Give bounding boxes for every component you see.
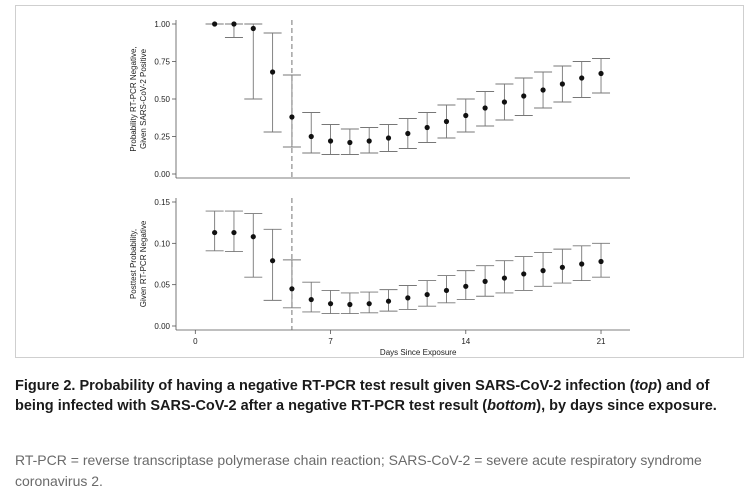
bottom-y-tick-label: 0.05: [154, 281, 170, 290]
top-data-point: [308, 133, 314, 140]
caption-part-1: Figure 2. Probability of having a negati…: [15, 378, 635, 394]
bottom-data-point: [598, 258, 604, 265]
bottom-data-point: [212, 229, 218, 236]
caption-emphasis-top: top: [634, 378, 658, 394]
bottom-x-tick-label: 14: [461, 337, 470, 346]
top-y-axis-title-line1: Probability RT-PCR Negative,: [129, 46, 138, 151]
bottom-data-point: [231, 229, 237, 236]
bottom-data-point: [327, 301, 334, 307]
top-data-point: [385, 135, 392, 141]
bottom-data-point: [405, 295, 411, 301]
bottom-data-point: [443, 287, 450, 294]
figure-caption: Figure 2. Probability of having a negati…: [15, 376, 737, 416]
bottom-data-point: [347, 301, 353, 308]
bottom-data-point: [366, 301, 372, 307]
top-data-point: [269, 69, 276, 75]
top-data-point: [540, 87, 546, 93]
top-y-tick-label: 0.25: [154, 133, 170, 142]
top-data-point: [463, 112, 469, 119]
bottom-data-point: [579, 261, 585, 267]
top-data-point: [424, 124, 430, 131]
top-data-point: [366, 138, 372, 144]
bottom-data-point: [521, 271, 527, 277]
bottom-y-tick-label: 0.15: [154, 198, 170, 207]
bottom-data-point: [424, 291, 430, 298]
top-data-point: [231, 21, 237, 27]
bottom-x-tick-label: 7: [328, 337, 333, 346]
caption-part-2: ) and of being infected with SARS-CoV-2 …: [15, 378, 710, 414]
bottom-y-tick-label: 0.10: [154, 239, 170, 248]
bottom-data-point: [559, 264, 565, 270]
top-data-point: [598, 70, 604, 77]
figure-footnote: RT-PCR = reverse transcriptase polymeras…: [15, 452, 702, 489]
figure-frame: [15, 5, 744, 358]
bottom-data-point: [385, 298, 392, 304]
bottom-y-axis-title-line2: Given RT-PCR Negative: [139, 220, 148, 307]
x-axis-title: Days Since Exposure: [380, 348, 457, 357]
bottom-x-tick-label: 21: [597, 337, 606, 346]
top-data-point: [443, 118, 450, 125]
top-data-point: [501, 99, 508, 105]
top-y-axis-title-line2: Given SARS-CoV-2 Positive: [139, 48, 148, 149]
top-data-point: [579, 75, 585, 81]
top-data-point: [405, 130, 411, 137]
bottom-data-point: [308, 296, 314, 303]
top-data-point: [289, 114, 295, 120]
bottom-y-axis-title-line1: Posttest Probability,: [129, 229, 138, 299]
bottom-data-point: [482, 278, 488, 284]
top-data-point: [250, 25, 256, 32]
top-y-tick-label: 0.75: [154, 58, 170, 67]
caption-emphasis-bottom: bottom: [487, 398, 537, 414]
caption-part-3: ), by days since exposure.: [536, 398, 717, 414]
bottom-data-point: [540, 268, 546, 274]
bottom-y-tick-label: 0.00: [154, 322, 170, 331]
bottom-data-point: [463, 283, 469, 289]
top-data-point: [559, 81, 565, 87]
bottom-data-point: [501, 275, 508, 281]
top-data-point: [212, 21, 218, 27]
bottom-data-point: [269, 258, 276, 264]
top-data-point: [327, 138, 334, 144]
bottom-data-point: [250, 234, 256, 240]
bottom-data-point: [289, 286, 295, 292]
top-y-tick-label: 0.50: [154, 95, 170, 104]
bottom-x-tick-label: 0: [193, 337, 198, 346]
top-data-point: [482, 105, 488, 111]
top-data-point: [347, 139, 353, 146]
top-data-point: [521, 93, 527, 99]
top-y-tick-label: 1.00: [154, 20, 170, 29]
chart-figure: 0.00 0.25 0.50 0.75 1.00 Probability RT-PCR N…: [129, 20, 630, 357]
top-y-tick-label: 0.00: [154, 170, 170, 179]
